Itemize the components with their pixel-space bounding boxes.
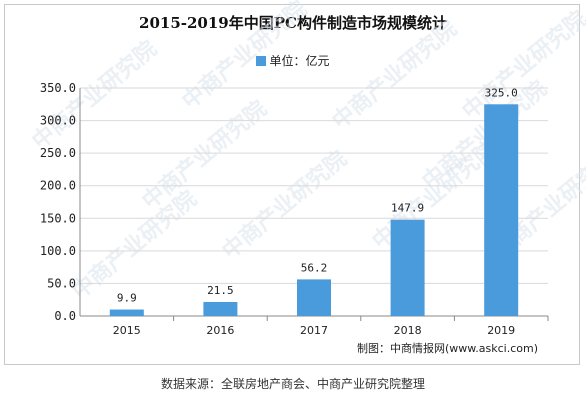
bar-2018 <box>390 219 425 316</box>
watermark-text: 中商产业研究院 <box>137 96 272 215</box>
x-tick-label-2019: 2019 <box>487 324 515 337</box>
watermark-text: 中商产业研究院 <box>67 186 202 305</box>
chart-frame <box>4 4 580 365</box>
x-tick-label-2018: 2018 <box>394 324 422 337</box>
chart-title: 2015-2019年中国PC构件制造市场规模统计 <box>139 14 447 32</box>
legend-swatch <box>256 56 267 66</box>
chart-credit: 制图：中商情报网(www.askci.com) <box>357 342 538 355</box>
bar-2016 <box>203 301 238 316</box>
legend: 单位：亿元 <box>0 52 586 69</box>
watermark-text: 中商产业研究院 <box>327 16 462 135</box>
bar-2019 <box>484 104 519 317</box>
watermark-text: 中商产业研究院 <box>177 0 312 115</box>
watermark-text: 中商产业研究院 <box>27 36 162 155</box>
y-tick-label: 250.0 <box>40 146 76 160</box>
data-label-2018: 147.9 <box>391 202 424 215</box>
x-tick-label-2017: 2017 <box>300 324 328 337</box>
y-tick-label: 200.0 <box>40 179 76 193</box>
y-tick-label: 50.0 <box>47 276 76 290</box>
y-tick-label: 150.0 <box>40 211 76 225</box>
y-tick-label: 350.0 <box>40 81 76 95</box>
bar-2015 <box>109 309 144 316</box>
y-tick-label: 0.0 <box>54 309 76 323</box>
legend-label: 单位：亿元 <box>269 54 330 68</box>
data-label-2015: 9.9 <box>117 292 137 305</box>
watermark-text: 中商产业研究院 <box>217 146 352 265</box>
y-tick-label: 300.0 <box>40 114 76 128</box>
data-label-2019: 325.0 <box>485 86 518 99</box>
bar-2017 <box>297 279 331 316</box>
data-label-2017: 56.2 <box>301 261 328 274</box>
data-source: 数据来源：全联房地产商会、中商产业研究院整理 <box>160 377 425 391</box>
data-label-2016: 21.5 <box>207 284 234 297</box>
x-tick-label-2016: 2016 <box>206 324 234 337</box>
y-tick-label: 100.0 <box>40 244 76 258</box>
x-tick-label-2015: 2015 <box>113 324 141 337</box>
